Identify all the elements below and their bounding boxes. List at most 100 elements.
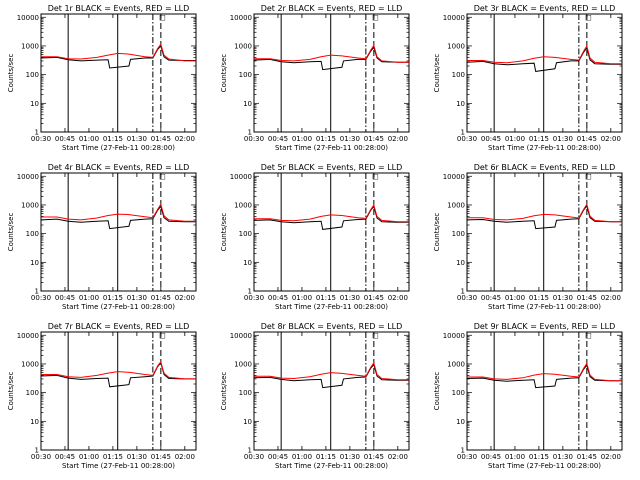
x-tick-label: 01:00 bbox=[292, 453, 312, 461]
y-tick-label: 1000 bbox=[234, 201, 252, 209]
x-tick-label: 01:00 bbox=[505, 135, 525, 143]
x-tick-label: 01:30 bbox=[127, 135, 147, 143]
x-tick-label: 00:45 bbox=[481, 294, 501, 302]
x-tick-label: 00:45 bbox=[268, 135, 288, 143]
x-tick-label: 00:45 bbox=[55, 294, 75, 302]
x-tick-label: 01:00 bbox=[292, 135, 312, 143]
x-axis-label: Start Time (27-Feb-11 00:28:00) bbox=[275, 303, 388, 311]
plot-frame bbox=[253, 172, 410, 292]
y-tick-label: 10 bbox=[456, 418, 465, 426]
y-tick-label: 10000 bbox=[17, 14, 39, 22]
y-axis-label: Counts/sec bbox=[7, 372, 15, 411]
flare-box-marker: □ bbox=[159, 332, 166, 340]
chart-panel: Det 1r BLACK = Events, RED = LLD 00:30 00:… bbox=[7, 4, 197, 152]
events-series-line bbox=[253, 205, 409, 230]
x-tick-label: 00:45 bbox=[268, 294, 288, 302]
x-tick-label: 02:00 bbox=[175, 135, 195, 143]
flare-box-marker: □ bbox=[585, 14, 592, 22]
y-tick-label: 10 bbox=[456, 259, 465, 267]
y-tick-label: 100 bbox=[26, 71, 39, 79]
x-tick-label: 00:30 bbox=[244, 294, 264, 302]
y-tick-label: 100 bbox=[452, 389, 465, 397]
y-tick-label: 100 bbox=[452, 71, 465, 79]
y-tick-label: 10 bbox=[30, 100, 39, 108]
y-tick-label: 10 bbox=[243, 259, 252, 267]
plot-frame bbox=[466, 172, 623, 292]
y-tick-label: 1000 bbox=[21, 42, 39, 50]
flare-box-marker: □ bbox=[585, 173, 592, 181]
panel-title: Det 2r BLACK = Events, RED = LLD bbox=[261, 4, 403, 13]
y-tick-label: 10000 bbox=[230, 332, 252, 340]
x-tick-label: 01:30 bbox=[553, 135, 573, 143]
y-tick-label: 1 bbox=[35, 447, 39, 455]
plot-frame bbox=[40, 331, 197, 451]
x-tick-label: 01:30 bbox=[340, 453, 360, 461]
flare-box-marker: □ bbox=[159, 173, 166, 181]
x-tick-label: 00:30 bbox=[457, 453, 477, 461]
x-tick-label: 01:45 bbox=[364, 135, 384, 143]
y-tick-label: 100 bbox=[26, 389, 39, 397]
x-tick-label: 01:45 bbox=[364, 294, 384, 302]
lld-series-line bbox=[254, 203, 409, 223]
x-tick-label: 01:45 bbox=[577, 135, 597, 143]
panel-title: Det 8r BLACK = Events, RED = LLD bbox=[261, 322, 403, 331]
x-tick-label: 01:45 bbox=[577, 453, 597, 461]
flare-box-marker: □ bbox=[585, 332, 592, 340]
x-axis-label: Start Time (27-Feb-11 00:28:00) bbox=[62, 303, 175, 311]
chart-panel: Det 7r BLACK = Events, RED = LLD 00:30 00:… bbox=[7, 322, 197, 470]
x-tick-label: 00:45 bbox=[481, 453, 501, 461]
y-axis-label: Counts/sec bbox=[433, 54, 441, 93]
y-tick-label: 1 bbox=[248, 129, 252, 137]
y-tick-label: 1000 bbox=[21, 201, 39, 209]
events-series-line bbox=[253, 46, 409, 71]
plot-frame bbox=[466, 331, 623, 451]
x-tick-label: 00:30 bbox=[31, 294, 51, 302]
y-axis-label: Counts/sec bbox=[220, 372, 228, 411]
y-tick-label: 10 bbox=[456, 100, 465, 108]
y-axis-label: Counts/sec bbox=[7, 54, 15, 93]
panel-title: Det 7r BLACK = Events, RED = LLD bbox=[48, 322, 190, 331]
y-tick-label: 10 bbox=[243, 418, 252, 426]
lld-series-line bbox=[254, 361, 409, 381]
lld-series-line bbox=[41, 43, 196, 62]
y-tick-label: 10000 bbox=[17, 332, 39, 340]
plot-frame bbox=[40, 13, 197, 133]
flare-box-marker: □ bbox=[372, 14, 379, 22]
y-tick-label: 10000 bbox=[17, 173, 39, 181]
y-tick-label: 1 bbox=[461, 129, 465, 137]
x-tick-label: 01:30 bbox=[340, 294, 360, 302]
events-series-line bbox=[253, 363, 409, 389]
y-tick-label: 1 bbox=[461, 447, 465, 455]
x-tick-label: 02:00 bbox=[601, 294, 621, 302]
x-tick-label: 01:45 bbox=[151, 135, 171, 143]
x-tick-label: 01:15 bbox=[529, 135, 549, 143]
y-tick-label: 1000 bbox=[234, 360, 252, 368]
x-tick-label: 02:00 bbox=[601, 135, 621, 143]
plot-frame bbox=[466, 13, 623, 133]
y-axis-label: Counts/sec bbox=[433, 213, 441, 252]
x-tick-label: 01:30 bbox=[340, 135, 360, 143]
x-tick-label: 01:15 bbox=[316, 453, 336, 461]
x-axis-label: Start Time (27-Feb-11 00:28:00) bbox=[275, 144, 388, 152]
events-series-line bbox=[466, 204, 622, 230]
panel-title: Det 5r BLACK = Events, RED = LLD bbox=[261, 163, 403, 172]
x-tick-label: 01:45 bbox=[151, 453, 171, 461]
x-tick-label: 01:15 bbox=[316, 135, 336, 143]
lld-series-line bbox=[467, 203, 622, 223]
x-axis-label: Start Time (27-Feb-11 00:28:00) bbox=[275, 462, 388, 470]
x-tick-label: 02:00 bbox=[388, 294, 408, 302]
panel-title: Det 9r BLACK = Events, RED = LLD bbox=[474, 322, 616, 331]
plot-frame bbox=[40, 172, 197, 292]
flare-box-marker: □ bbox=[159, 14, 166, 22]
flare-box-marker: □ bbox=[372, 332, 379, 340]
y-tick-label: 100 bbox=[239, 230, 252, 238]
x-axis-label: Start Time (27-Feb-11 00:28:00) bbox=[488, 144, 601, 152]
lld-series-line bbox=[254, 44, 409, 63]
y-tick-label: 10 bbox=[30, 418, 39, 426]
x-tick-label: 01:15 bbox=[529, 294, 549, 302]
chart-panel: Det 5r BLACK = Events, RED = LLD 00:30 00:… bbox=[220, 163, 410, 311]
chart-panel: Det 4r BLACK = Events, RED = LLD 00:30 00:… bbox=[7, 163, 197, 311]
x-tick-label: 02:00 bbox=[175, 294, 195, 302]
x-tick-label: 02:00 bbox=[601, 453, 621, 461]
